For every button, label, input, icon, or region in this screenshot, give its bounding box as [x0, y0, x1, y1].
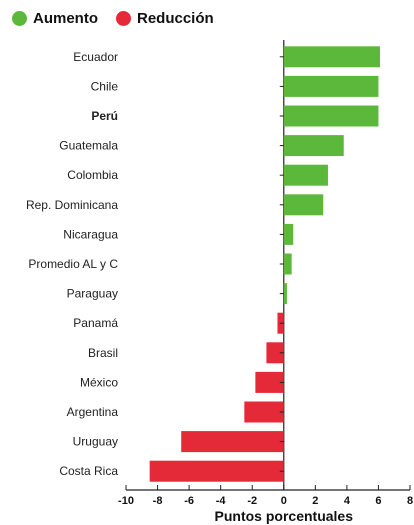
category-label-peru: Perú: [91, 109, 118, 123]
x-tick-label-4: 4: [344, 495, 351, 507]
category-label-colombia: Colombia: [67, 168, 118, 182]
legend-label-reduccion: Reducción: [137, 10, 214, 27]
bar-promedio-al-y-c: [283, 253, 292, 275]
bar-paraguay: [283, 283, 287, 305]
category-label-costa-rica: Costa Rica: [59, 464, 118, 478]
bar-chile: [283, 75, 379, 97]
x-tick-label-m10: -10: [118, 495, 134, 507]
category-label-paraguay: Paraguay: [67, 287, 118, 301]
x-tick-label-m6: -6: [184, 495, 194, 507]
bar-nicaragua: [283, 223, 294, 245]
chart-legend: Aumento Reducción: [12, 10, 224, 27]
legend-item-aumento: Aumento: [12, 10, 98, 27]
category-label-nicaragua: Nicaragua: [63, 227, 118, 241]
category-label-guatemala: Guatemala: [59, 139, 118, 153]
bar-costa-rica: [149, 460, 284, 482]
category-label-ecuador: Ecuador: [73, 50, 118, 64]
x-tick-label-0: 0: [281, 495, 287, 507]
category-label-chile: Chile: [91, 79, 119, 93]
x-tick-label-8: 8: [407, 495, 413, 507]
category-label-mexico: México: [80, 375, 118, 389]
bar-ecuador: [283, 46, 381, 68]
category-label-uruguay: Uruguay: [73, 435, 118, 449]
category-label-promedio-al-y-c: Promedio AL y C: [28, 257, 118, 271]
category-label-argentina: Argentina: [67, 405, 119, 419]
x-tick-label-m8: -8: [153, 495, 163, 507]
bar-colombia: [283, 164, 328, 186]
x-tick-label-6: 6: [375, 495, 381, 507]
legend-swatch-aumento: [12, 11, 27, 26]
bar-guatemala: [283, 135, 344, 157]
x-tick-label-m4: -4: [216, 495, 227, 507]
category-label-rep-dominicana: Rep. Dominicana: [26, 198, 118, 212]
legend-swatch-reduccion: [116, 11, 131, 26]
bar-rep-dominicana: [283, 194, 324, 216]
bar-brasil: [266, 342, 284, 364]
x-tick-label-m2: -2: [247, 495, 257, 507]
category-label-panama: Panamá: [73, 316, 118, 330]
bar-mexico: [255, 371, 284, 393]
bar-argentina: [244, 401, 284, 423]
bar-peru: [283, 105, 379, 127]
x-axis-title: Puntos porcentuales: [215, 508, 354, 524]
x-tick-label-2: 2: [312, 495, 318, 507]
category-label-brasil: Brasil: [88, 346, 118, 360]
legend-label-aumento: Aumento: [33, 10, 98, 27]
legend-item-reduccion: Reducción: [116, 10, 214, 27]
bar-uruguay: [181, 431, 284, 453]
